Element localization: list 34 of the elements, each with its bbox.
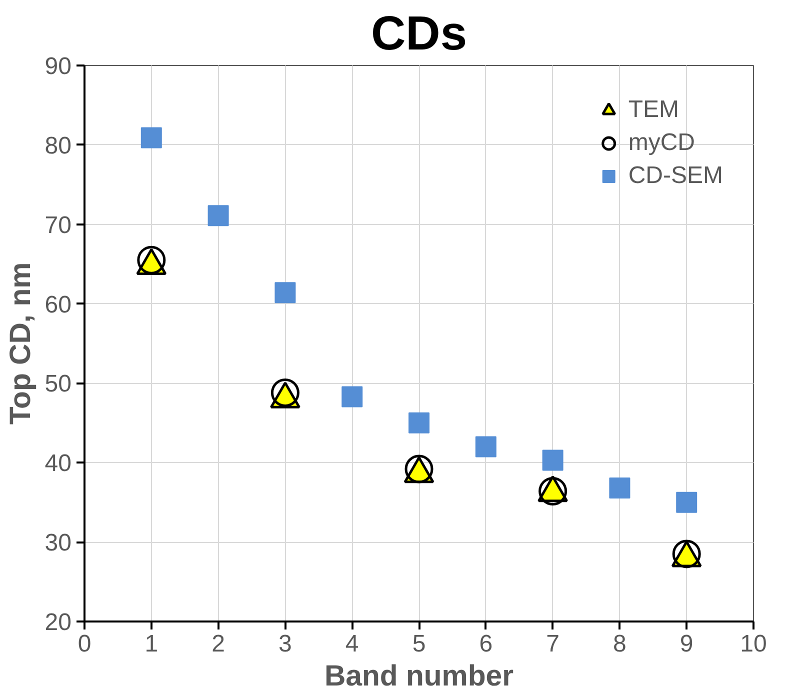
point [676, 492, 698, 513]
point [609, 478, 630, 499]
legend-label: TEM [628, 96, 679, 124]
point [208, 205, 229, 226]
chart-title: CDs [370, 8, 468, 60]
x-tick-label: 7 [546, 630, 560, 658]
point [274, 282, 296, 304]
y-tick-label: 90 [44, 53, 72, 80]
point [342, 386, 363, 408]
y-tick-label: 70 [44, 212, 72, 239]
x-tick-label: 8 [613, 630, 626, 658]
legend-label: myCD [628, 129, 695, 157]
y-tick-label: 50 [44, 370, 72, 398]
y-tick-label: 20 [44, 609, 72, 636]
x-tick-label: 0 [78, 630, 92, 658]
x-tick-label: 9 [680, 630, 694, 658]
point [542, 450, 564, 471]
legend-label: CD-SEM [628, 162, 723, 190]
x-tick-label: 10 [740, 630, 767, 658]
y-tick-label: 30 [44, 530, 72, 557]
y-tick-label: 80 [44, 132, 72, 160]
x-tick-label: 1 [144, 630, 158, 658]
x-tick-label: 2 [212, 630, 225, 658]
x-axis-title: Band number [324, 660, 514, 692]
x-tick-label: 3 [278, 630, 292, 658]
point [475, 436, 496, 458]
y-axis-title: Top CD, nm [4, 262, 37, 425]
point [140, 127, 162, 148]
y-tick-label: 40 [44, 450, 72, 478]
x-tick-label: 6 [479, 630, 493, 658]
x-tick-label: 4 [345, 630, 359, 658]
point [408, 412, 430, 434]
x-tick-label: 5 [412, 630, 426, 658]
y-tick-label: 60 [44, 291, 72, 318]
